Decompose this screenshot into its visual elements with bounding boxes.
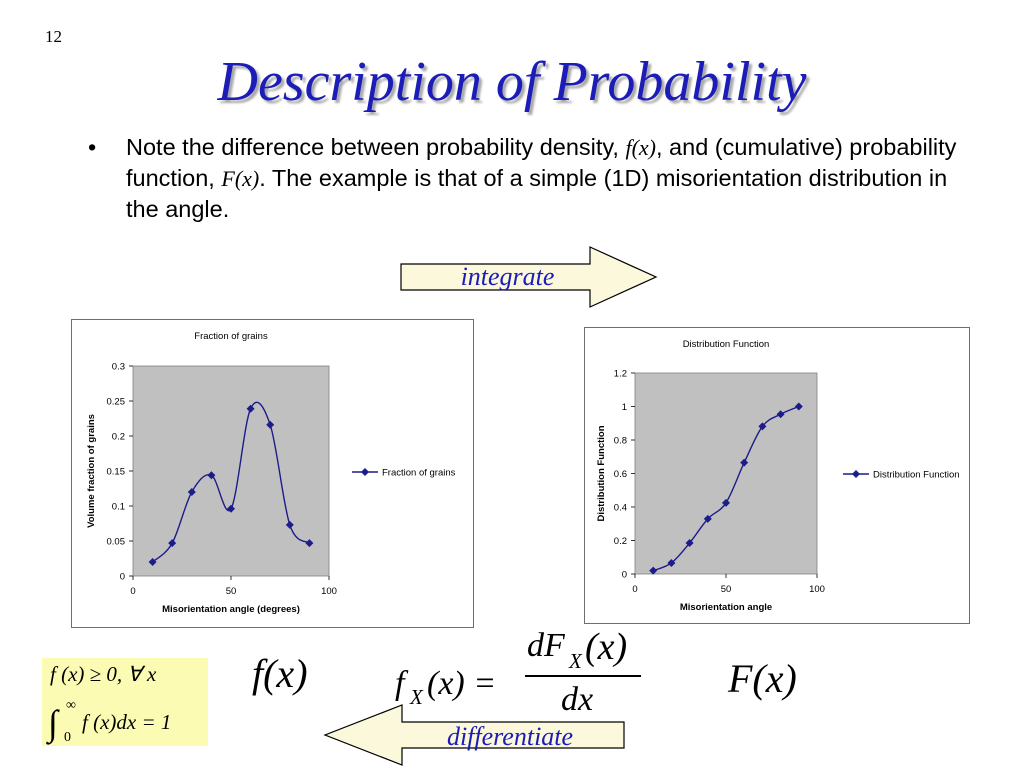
data-point [168,539,177,548]
legend-label: Fraction of grains [382,468,456,479]
y-tick-label: 0.25 [107,397,126,408]
data-point [703,514,712,523]
x-tick-label: 0 [632,584,637,595]
x-tick-label: 50 [226,586,237,597]
legend-marker [361,468,369,476]
integrate-label: integrate [460,262,555,291]
normalization-condition: f (x)dx = 1 [82,710,172,734]
data-point [740,458,749,467]
y-tick-label: 0.05 [107,537,126,548]
formula-numerator: dF [527,627,565,664]
density-symbol: f(x) [625,135,656,160]
derivative-formula: f X (x) = dF X (x) dx [395,625,655,725]
data-point [776,410,785,419]
data-point [758,422,767,431]
density-conditions-box: f (x) ≥ 0, ∀ x ∫ ∞ 0 f (x)dx = 1 [42,658,208,746]
y-tick-label: 0.15 [107,467,126,478]
data-point [649,566,658,575]
y-tick-label: 0 [120,572,125,583]
formula-numerator-sub: X [569,649,582,673]
data-point [148,558,157,566]
data-point [207,471,216,480]
x-tick-label: 100 [321,586,337,597]
bullet-part-3: . The example is that of a simple (1D) m… [126,165,948,222]
x-tick-label: 0 [130,586,135,597]
fraction-of-grains-chart: Fraction of grains 0 0.05 0.1 0.15 0.2 0.25 0.3… [71,319,474,628]
y-tick-label: 0.2 [614,536,627,547]
data-point [187,488,196,496]
formula-numerator-arg: (x) [585,626,628,668]
slide-number: 12 [45,27,62,46]
distribution-function-chart: Distribution Function 0 0.2 0.4 0.6 0.8 1 1.2 0 5… [584,327,970,624]
x-axis-label: Misorientation angle [680,602,772,613]
y-axis-label: Distribution Function [596,425,607,521]
legend-label: Distribution Function [873,470,960,481]
data-point [685,539,694,548]
chart-title: Fraction of grains [194,331,268,342]
y-tick-label: 0.2 [112,432,125,443]
bullet-part-1: Note the difference between probability … [126,134,626,160]
integral-lower-limit: 0 [64,730,71,745]
data-point [667,558,676,567]
bullet-part-2: , and (cumulative) probability function, [126,134,957,191]
nonnegativity-condition: f (x) ≥ 0, ∀ x [50,662,157,686]
data-point [794,402,803,411]
y-tick-label: 0.4 [614,503,627,514]
data-point [227,504,235,513]
integral-sign: ∫ [48,703,58,743]
x-tick-label: 50 [721,584,732,595]
chart-title: Distribution Function [683,339,770,350]
formula-lhs: f [395,665,405,702]
differentiate-label: differentiate [446,722,574,751]
data-point [246,404,255,413]
data-point [722,498,730,507]
cumulative-label: F(x) [728,656,797,701]
y-tick-label: 0.8 [614,436,627,447]
series-line [152,401,310,563]
integral-upper-limit: ∞ [66,698,76,713]
plot-area [132,365,330,577]
y-tick-label: 1.2 [614,369,627,380]
x-axis-label: Misorientation angle (degrees) [162,604,300,615]
data-point [266,420,275,429]
fraction-bar [525,675,641,677]
data-point [285,520,294,529]
cumulative-symbol: F(x) [221,166,260,191]
bullet-text: Note the difference between probability … [126,132,966,225]
slide-title: Description of Probability [217,51,807,113]
bullet-symbol: • [88,134,97,160]
data-point [305,539,314,548]
formula-lhs-arg: (x) = [427,665,497,702]
integrate-arrow-icon [400,246,658,308]
density-label: f(x) [252,651,308,696]
plot-area [634,372,818,575]
y-tick-label: 0 [622,570,627,581]
y-axis-label: Volume fraction of grains [86,414,97,528]
differentiate-arrow-icon [323,704,625,766]
formula-lhs-sub: X [410,685,423,709]
legend-marker [852,470,860,478]
y-tick-label: 0.6 [614,469,627,480]
x-tick-label: 100 [809,584,825,595]
formula-denominator: dx [561,681,594,718]
y-tick-label: 0.3 [112,362,125,373]
y-tick-label: 0.1 [112,502,125,513]
y-tick-label: 1 [622,402,627,413]
